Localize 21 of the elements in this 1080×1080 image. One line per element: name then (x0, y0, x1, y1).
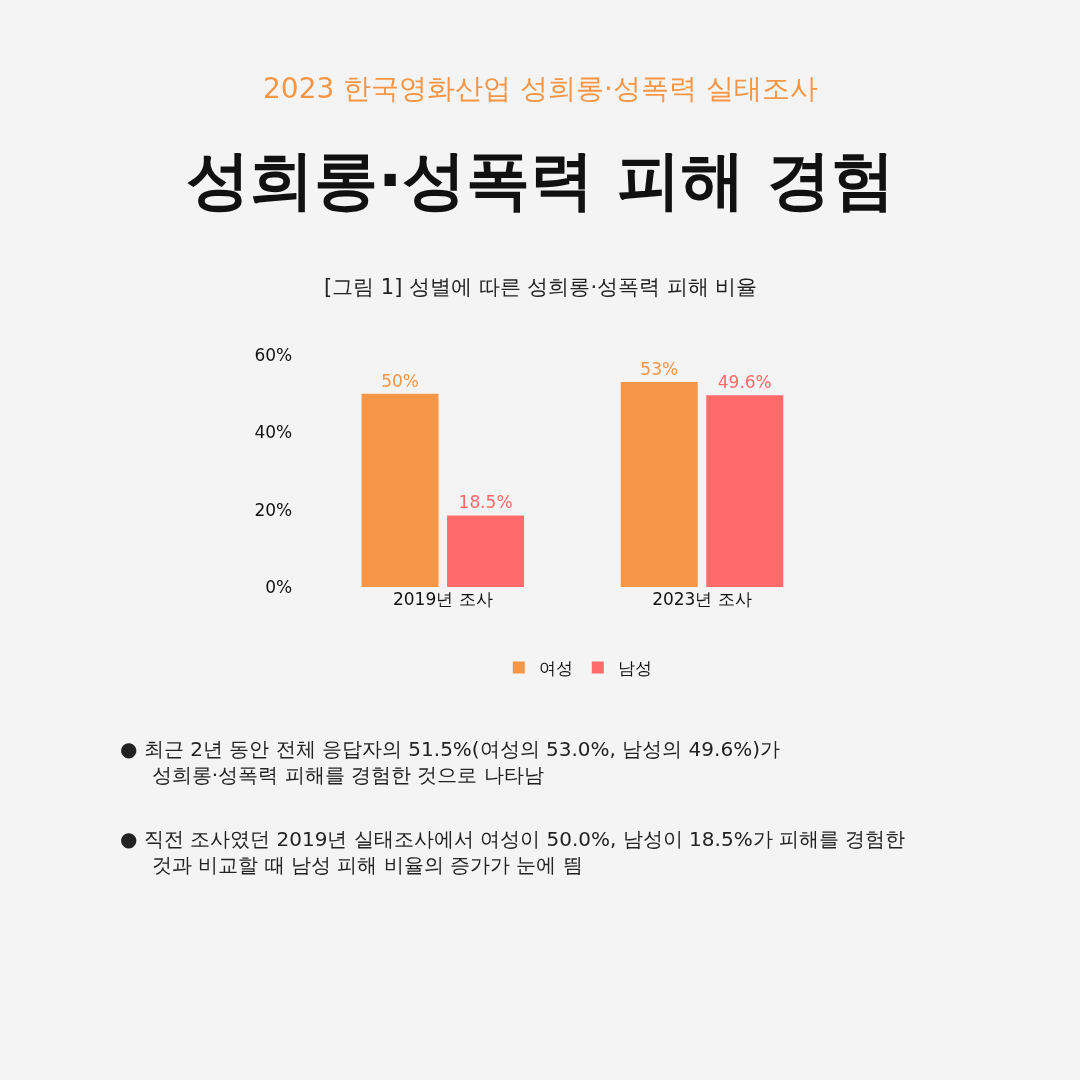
bar (447, 515, 525, 587)
y-tick-label: 0% (265, 576, 293, 597)
y-tick-label: 20% (254, 499, 293, 520)
data-label: 18.5% (458, 492, 513, 513)
data-label: 53% (640, 359, 679, 380)
bar (706, 395, 784, 587)
data-label: 50% (381, 370, 419, 391)
data-label: 49.6% (717, 372, 772, 393)
bar (620, 382, 698, 587)
x-tick-label: 2023년 조사 (652, 589, 752, 609)
bar (361, 393, 439, 587)
text: ● 최근 2년 동안 전체 응답자의 51.5%(여성의 53.0%, 남성의 49.6%)가 성희롱·성폭력 피해를 경험한 것으로 나타남 (120, 737, 780, 787)
chart-subtitle: [그림 1] 성별에 따른 성희롱·성폭력 피해 비율 (324, 275, 758, 299)
legend-label: 여성 (538, 658, 573, 679)
y-tick-label: 60% (254, 344, 293, 365)
x-tick-label: 2019년 조사 (392, 589, 493, 609)
chart-title: 성희롱·성폭력 피해 경험 (186, 143, 895, 217)
text: 2023 한국영화산업 성희롱·성폭력 실태조사 (263, 72, 818, 105)
y-tick-label: 40% (254, 422, 293, 443)
legend-label: 남성 (617, 658, 652, 679)
text: ● 직전 조사였던 2019년 실태조사에서 여성이 50.0%, 남성이 18.5%가 피해를 경험한 것과 비교할 때 남성 피해 비율의 증가가 눈에 띔 (120, 827, 906, 877)
